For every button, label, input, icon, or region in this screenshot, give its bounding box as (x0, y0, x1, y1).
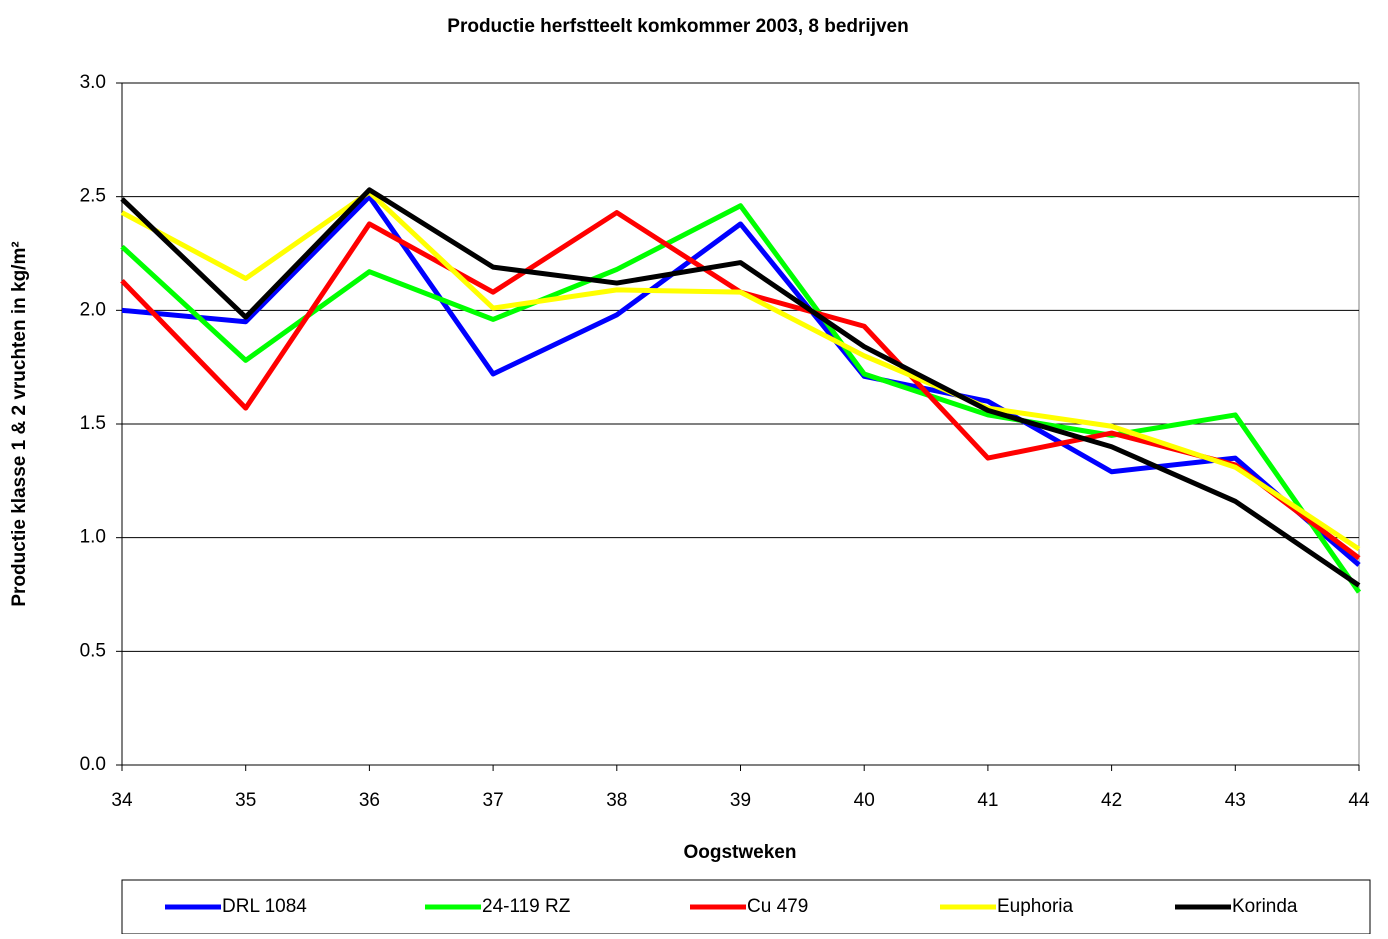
legend-label: Korinda (1232, 896, 1298, 917)
x-tick-label: 38 (606, 790, 627, 811)
y-axis-label: Productie klasse 1 & 2 vruchten in kg/m² (9, 241, 30, 606)
x-tick-label: 40 (854, 790, 875, 811)
x-tick-label: 43 (1225, 790, 1246, 811)
x-tick-label: 34 (111, 790, 133, 811)
legend-label: Cu 479 (747, 896, 808, 917)
x-tick-label: 41 (977, 790, 998, 811)
series-line (120, 189, 1361, 552)
chart-title: Productie herfstteelt komkommer 2003, 8 … (447, 16, 908, 37)
x-tick-label: 37 (483, 790, 504, 811)
y-tick-label: 0.5 (80, 640, 106, 661)
y-tick-label: 1.0 (80, 527, 106, 548)
x-tick-label: 44 (1348, 790, 1370, 811)
series-line (120, 187, 1361, 588)
x-tick-label: 39 (730, 790, 751, 811)
legend-label: 24-119 RZ (482, 896, 571, 917)
y-tick-label: 2.5 (80, 186, 106, 207)
y-tick-label: 1.5 (80, 413, 106, 434)
legend-label: DRL 1084 (222, 896, 307, 917)
x-tick-label: 42 (1101, 790, 1122, 811)
x-axis-label: Oogstweken (684, 842, 797, 863)
y-tick-label: 3.0 (80, 72, 106, 93)
x-tick-label: 35 (235, 790, 256, 811)
series-line (120, 203, 1362, 594)
x-tick-label: 36 (359, 790, 380, 811)
y-tick-label: 2.0 (80, 299, 106, 320)
y-tick-label: 0.0 (80, 754, 106, 775)
legend-label: Euphoria (997, 896, 1073, 917)
